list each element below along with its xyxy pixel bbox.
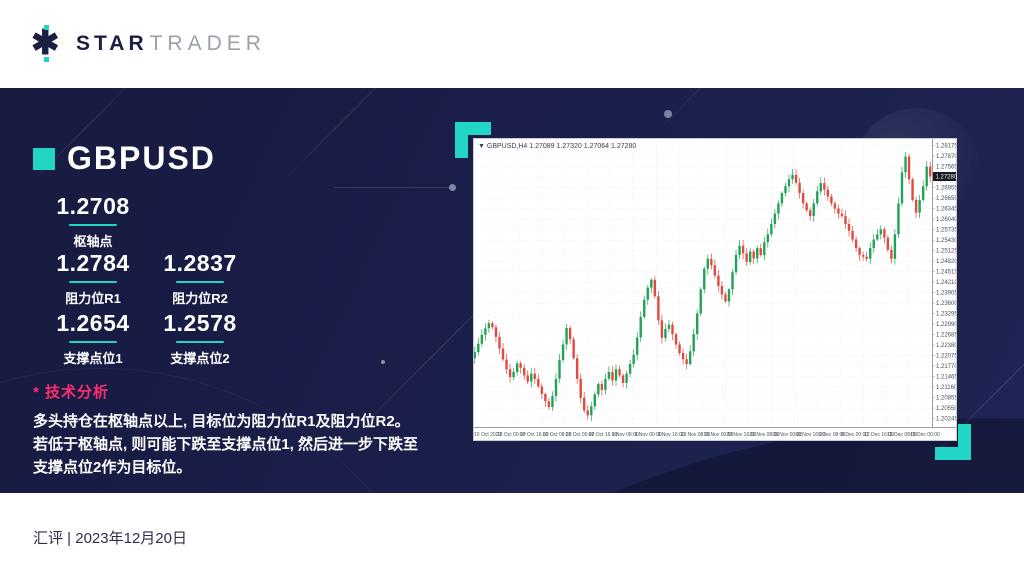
symbol-title-row: GBPUSD — [33, 140, 216, 177]
brand-header: ✱ STAR TRADER — [0, 0, 1024, 88]
analysis-line: 支撑点位2作为目标位。 — [33, 459, 192, 476]
svg-text:1.24820: 1.24820 — [936, 259, 957, 265]
brand-trader-text: TRADER — [149, 32, 266, 55]
star-dot-top — [44, 25, 49, 30]
svg-text:25 Oct 00:00: 25 Oct 00:00 — [566, 432, 595, 438]
svg-text:1.25430: 1.25430 — [936, 238, 957, 244]
pivot-underline — [176, 341, 224, 343]
svg-text:28 Nov 00:00: 28 Nov 00:00 — [772, 432, 802, 438]
svg-text:19 Dec 00:00: 19 Dec 00:00 — [910, 432, 940, 438]
svg-text:1.23600: 1.23600 — [936, 301, 957, 307]
corner-bracket-bottom-right-icon — [935, 424, 971, 460]
brand-star-text: STAR — [76, 32, 148, 55]
support-s2-value: 1.2578 — [163, 310, 237, 336]
svg-text:1.23295: 1.23295 — [936, 312, 957, 318]
resistance-r1-block: 1.2784 阻力位R1 — [33, 250, 153, 307]
svg-text:16 Nov 00:00: 16 Nov 00:00 — [704, 432, 734, 438]
diagonal-streak — [651, 88, 809, 137]
svg-text:20 Nov 16:00: 20 Nov 16:00 — [726, 432, 756, 438]
svg-text:10 Oct 2023: 10 Oct 2023 — [474, 432, 501, 438]
candlestick-chart: 1.281751.278701.275651.272601.269551.266… — [473, 138, 957, 441]
dot-decoration — [449, 184, 456, 191]
svg-text:1.20245: 1.20245 — [936, 417, 957, 423]
svg-text:1.21770: 1.21770 — [936, 364, 957, 370]
svg-text:1.23905: 1.23905 — [936, 291, 957, 297]
svg-text:20 Oct 08:00: 20 Oct 08:00 — [543, 432, 572, 438]
page-title: GBPUSD — [67, 140, 216, 176]
svg-text:13 Nov 08:00: 13 Nov 08:00 — [681, 432, 711, 438]
svg-text:▼ GBPUSD,H4 1.27089 1.27320 1: ▼ GBPUSD,H4 1.27089 1.27320 1.27064 1.27… — [478, 143, 636, 150]
resistance-r2-value: 1.2837 — [163, 250, 237, 276]
svg-text:27 Oct 16:00: 27 Oct 16:00 — [589, 432, 618, 438]
pivot-underline — [176, 281, 224, 283]
svg-text:1 Nov 08:00: 1 Nov 08:00 — [612, 432, 639, 438]
svg-text:30 Nov 16:00: 30 Nov 16:00 — [795, 432, 825, 438]
resistance-r1-value: 1.2784 — [56, 250, 130, 276]
svg-text:1.20550: 1.20550 — [936, 406, 957, 412]
support-s1-value: 1.2654 — [56, 310, 130, 336]
diagonal-streak — [281, 88, 409, 183]
support-s2-label: 支撑点位2 — [170, 351, 230, 366]
svg-text:8 Nov 16:00: 8 Nov 16:00 — [658, 432, 685, 438]
analysis-line: 若低于枢轴点, 则可能下跌至支撑点位1, 然后进一步下跌至 — [33, 436, 419, 453]
svg-text:23 Nov 08:00: 23 Nov 08:00 — [749, 432, 779, 438]
svg-text:1.20855: 1.20855 — [936, 396, 957, 402]
pivot-underline — [69, 281, 117, 283]
footer-caption: 汇评 | 2023年12月20日 — [33, 530, 187, 547]
support-s2-block: 1.2578 支撑点位2 — [140, 310, 260, 367]
svg-text:1.25735: 1.25735 — [936, 228, 957, 234]
technical-analysis-section: * 技术分析 多头持仓在枢轴点以上, 目标位为阻力位R1及阻力位R2。 若低于枢… — [33, 381, 443, 479]
svg-text:1.26955: 1.26955 — [936, 186, 957, 192]
dot-line-decoration — [334, 187, 454, 188]
star-dot-bottom — [44, 57, 49, 62]
svg-text:1.26650: 1.26650 — [936, 196, 957, 202]
svg-text:13 Oct 00:00: 13 Oct 00:00 — [497, 432, 526, 438]
svg-text:1.22075: 1.22075 — [936, 354, 957, 360]
dot-decoration — [381, 360, 385, 364]
svg-text:1.22990: 1.22990 — [936, 322, 957, 328]
svg-text:8 Dec 00:00: 8 Dec 00:00 — [841, 432, 868, 438]
svg-text:1.22685: 1.22685 — [936, 333, 957, 339]
analysis-line: 多头持仓在枢轴点以上, 目标位为阻力位R1及阻力位R2。 — [33, 413, 410, 430]
svg-text:1.24515: 1.24515 — [936, 270, 957, 276]
startrader-logo: ✱ STAR TRADER — [30, 24, 266, 64]
pivot-point-block: 1.2708 枢轴点 — [33, 193, 153, 250]
svg-text:1.21465: 1.21465 — [936, 375, 957, 381]
svg-text:1.26345: 1.26345 — [936, 207, 957, 213]
svg-text:15 Dec 08:00: 15 Dec 08:00 — [887, 432, 917, 438]
svg-text:1.21160: 1.21160 — [936, 385, 957, 391]
analysis-heading: * 技术分析 — [33, 384, 110, 401]
chart-frame: 1.281751.278701.275651.272601.269551.266… — [473, 138, 957, 441]
svg-text:1.22380: 1.22380 — [936, 343, 957, 349]
pivot-point-value: 1.2708 — [56, 193, 130, 219]
svg-text:1.26040: 1.26040 — [936, 217, 957, 223]
svg-text:1.24210: 1.24210 — [936, 280, 957, 286]
star-icon: ✱ — [31, 24, 60, 62]
svg-text:1.27565: 1.27565 — [936, 165, 957, 171]
pivot-underline — [69, 224, 117, 226]
dot-decoration — [664, 110, 672, 118]
resistance-r2-label: 阻力位R2 — [172, 291, 228, 306]
support-s1-label: 支撑点位1 — [63, 351, 123, 366]
svg-text:1.28175: 1.28175 — [936, 144, 957, 150]
accent-square-icon — [33, 147, 55, 170]
support-s1-block: 1.2654 支撑点位1 — [33, 310, 153, 367]
hero-panel: GBPUSD 1.2708 枢轴点 1.2784 阻力位R1 1.2837 阻力… — [0, 88, 1024, 493]
svg-text:6 Nov 00:00: 6 Nov 00:00 — [635, 432, 662, 438]
svg-text:17 Oct 16:00: 17 Oct 16:00 — [520, 432, 549, 438]
pivot-underline — [69, 341, 117, 343]
svg-text:1.27870: 1.27870 — [936, 154, 957, 160]
svg-text:12 Dec 16:00: 12 Dec 16:00 — [864, 432, 894, 438]
corner-bracket-top-left-icon — [455, 122, 491, 158]
svg-text:1.25125: 1.25125 — [936, 249, 957, 255]
svg-text:1.27280: 1.27280 — [936, 175, 958, 181]
resistance-r1-label: 阻力位R1 — [65, 291, 121, 306]
page-footer: 汇评 | 2023年12月20日 — [0, 493, 1024, 576]
pivot-point-label: 枢轴点 — [73, 234, 113, 249]
svg-text:5 Dec 08:00: 5 Dec 08:00 — [818, 432, 845, 438]
resistance-r2-block: 1.2837 阻力位R2 — [140, 250, 260, 307]
